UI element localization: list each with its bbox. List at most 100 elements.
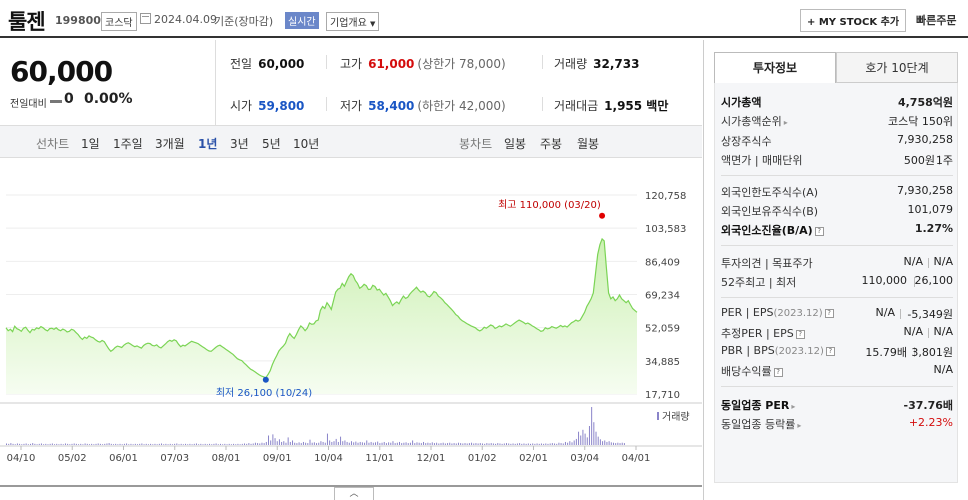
candle-weekly[interactable]: 주봉 [540, 137, 563, 151]
volume-bar [359, 441, 361, 445]
foreign-ratio-row: 외국인소진율(B/A)? 1.27% [721, 222, 953, 240]
volume-bar [318, 442, 320, 445]
volume-bar [51, 443, 53, 445]
volume-bar [333, 441, 335, 445]
volume-bar [409, 442, 411, 445]
volume-bar [300, 443, 302, 445]
volume-bar [82, 444, 84, 445]
volume-bar [193, 443, 195, 445]
volume-bar [60, 443, 62, 445]
period-1d[interactable]: 1일 [81, 137, 100, 151]
volume-bar [503, 443, 505, 445]
volume-bar [342, 441, 344, 445]
volume-bar [93, 444, 95, 445]
current-price: 60,000 [10, 55, 113, 88]
divider [721, 386, 953, 387]
industry-per-row[interactable]: 동일업종 PER ▸ -37.76배 [721, 397, 953, 415]
price-chart[interactable]: 120,758 103,583 86,409 69,234 52,059 34,885 17… [0, 158, 702, 500]
volume-bar [38, 443, 40, 445]
period-bar: 선차트 1일 1주일 3개월 1년 3년 5년 10년 봉차트 일봉 주봉 월봉 [0, 125, 702, 158]
volume-bar [564, 441, 566, 445]
volume-bar [416, 442, 418, 445]
prev-close-value: 60,000 [258, 57, 305, 71]
collapse-toggle[interactable]: ︿ [334, 487, 374, 500]
volume-bar [305, 442, 307, 445]
volume-bar [532, 443, 534, 445]
candle-monthly[interactable]: 월봉 [577, 137, 600, 151]
industry-change-label: 동일업종 등락률 [721, 418, 796, 431]
volume-bar [595, 431, 597, 445]
volume-bar [235, 444, 237, 445]
divider [326, 97, 327, 111]
divider [928, 328, 929, 338]
period-1w[interactable]: 1주일 [113, 137, 143, 151]
volume-bar [433, 443, 435, 445]
divider [928, 258, 929, 268]
opinion-value: N/A [903, 255, 923, 268]
volume-bar [578, 431, 580, 445]
volume-bar [64, 443, 66, 445]
volume-bar [237, 443, 239, 445]
volume-bar [525, 443, 527, 445]
candle-daily[interactable]: 일봉 [504, 137, 527, 151]
volume-bar [621, 442, 623, 445]
volume-bar [320, 441, 322, 445]
period-5y[interactable]: 5년 [262, 137, 281, 151]
volume-bar [62, 444, 64, 445]
volume-bar [599, 439, 601, 445]
volume-bar [191, 444, 193, 445]
market-cap-label: 시가총액 [721, 96, 762, 109]
volume-bar [104, 443, 106, 445]
low-cell: 저가 58,400 (하한가 42,000) [340, 97, 506, 114]
volume-bar [311, 442, 313, 445]
volume-bar [477, 443, 479, 445]
volume-bar [40, 443, 42, 445]
volume-bar [32, 443, 34, 445]
help-icon[interactable]: ? [795, 330, 805, 339]
volume-bar [278, 439, 280, 445]
volume-bar [137, 444, 139, 445]
tab-invest-info[interactable]: 투자정보 [714, 52, 836, 83]
volume-bar [608, 441, 610, 445]
volume-bar [185, 443, 187, 445]
period-3m[interactable]: 3개월 [155, 137, 185, 151]
volume-bar [182, 444, 184, 445]
volume-bar [385, 443, 387, 445]
high-marker [599, 212, 606, 219]
help-icon[interactable]: ? [824, 309, 834, 318]
volume-bar [403, 442, 405, 445]
volume-bar [222, 444, 224, 445]
volume-bar [429, 443, 431, 445]
change-value: 0 [64, 91, 74, 107]
per-row: PER | EPS(2023.12)? N/A -5,349원 [721, 306, 953, 324]
help-icon[interactable]: ? [825, 347, 835, 356]
period-1y[interactable]: 1년 [198, 137, 218, 151]
foreign-hold-row: 외국인보유주식수(B) 101,079 [721, 203, 953, 221]
shares-value: 7,930,258 [897, 133, 953, 146]
per-value: N/A [875, 306, 895, 319]
period-10y[interactable]: 10년 [293, 137, 320, 151]
volume-bar [134, 443, 136, 445]
low-label: 저가 [340, 99, 363, 113]
volume-bar [516, 443, 518, 445]
help-icon[interactable]: ? [773, 368, 783, 377]
volume-bar [145, 443, 147, 445]
industry-change-row[interactable]: 동일업종 등락률 ▸ +2.23% [721, 416, 953, 434]
tab-orderbook[interactable]: 호가 10단계 [836, 52, 958, 83]
realtime-button[interactable]: 실시간 [285, 12, 319, 29]
volume-bar [588, 426, 590, 445]
x-tick-label: 08/01 [212, 453, 241, 464]
cap-rank-row[interactable]: 시가총액순위 ▸ 코스닥 150위 [721, 113, 953, 131]
est-per-value: N/A [903, 325, 923, 338]
corp-info-dropdown[interactable]: 기업개요 ▼ [326, 12, 380, 31]
volume-bar [174, 443, 176, 445]
period-3y[interactable]: 3년 [230, 137, 249, 151]
add-mystock-button[interactable]: + MY STOCK 추가 [800, 9, 907, 32]
foreign-hold-value: 101,079 [907, 203, 954, 216]
volume-bar [252, 443, 254, 445]
volume-bar [414, 443, 416, 445]
flat-change-icon [50, 100, 62, 103]
divider [542, 97, 543, 111]
quick-order-link[interactable]: 빠른주문 [916, 14, 957, 27]
help-icon[interactable]: ? [814, 227, 824, 236]
